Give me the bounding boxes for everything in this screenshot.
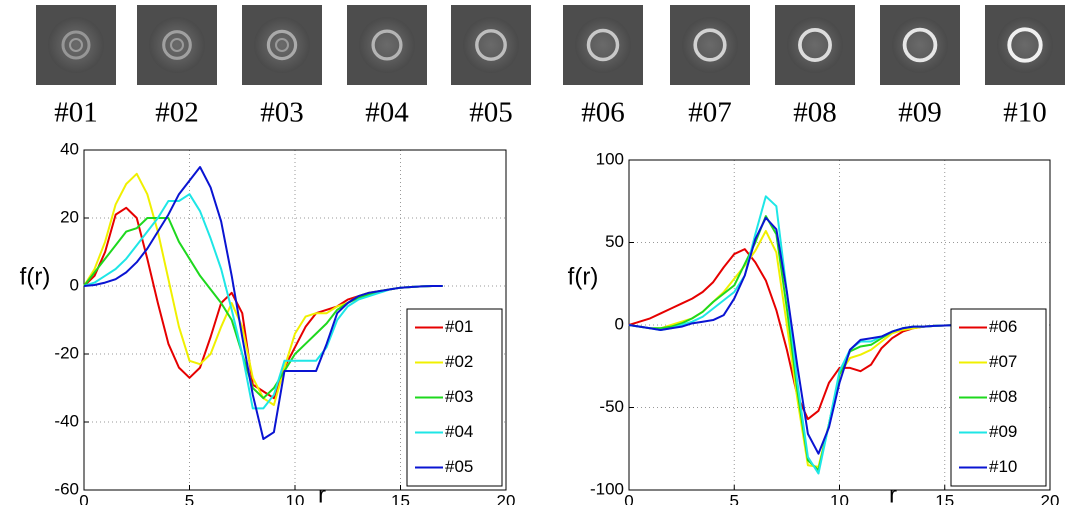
thumbnail-label: #06 <box>581 97 625 129</box>
plot-frame <box>83 149 507 491</box>
x-tick-label: 20 <box>497 491 516 505</box>
thumbnail-label: #07 <box>688 97 732 129</box>
legend-label: #09 <box>989 422 1017 441</box>
x-axis-label: r <box>889 481 897 505</box>
y-tick-label: 50 <box>605 232 624 251</box>
x-tick-label: 10 <box>830 491 849 505</box>
data-line <box>83 166 443 440</box>
legend-label: #08 <box>989 387 1017 406</box>
thumbnail-ring <box>1007 27 1043 63</box>
thumbnail-ring <box>162 30 192 60</box>
data-line <box>83 206 443 400</box>
x-tick-label: 15 <box>935 491 954 505</box>
thumbnail-ring <box>371 29 403 61</box>
y-tick-label: 0 <box>615 314 624 333</box>
thumbnail-halo <box>149 17 205 73</box>
thumbnail-inner <box>275 38 289 52</box>
y-tick-label: -50 <box>599 397 624 416</box>
thumbnail-label: #03 <box>260 97 304 129</box>
thumbnail-halo <box>48 17 104 73</box>
y-tick-label: 100 <box>596 149 624 168</box>
thumbnail-ring <box>266 29 298 61</box>
x-axis-label: r <box>318 481 326 505</box>
y-tick-label: -40 <box>54 411 79 430</box>
thumbnail-label: #04 <box>365 97 409 129</box>
y-axis-label: f(r) <box>568 263 599 290</box>
thumbnail-halo <box>892 17 948 73</box>
x-tick-label: 10 <box>286 491 305 505</box>
thumbnail-halo <box>997 17 1053 73</box>
thumbnail-label: #02 <box>155 97 199 129</box>
data-line <box>83 193 443 410</box>
thumbnail-halo <box>359 17 415 73</box>
thumbnail-halo <box>682 17 738 73</box>
thumbnail-label: #01 <box>54 97 98 129</box>
y-tick-label: -60 <box>54 479 79 498</box>
y-tick-label: -20 <box>54 343 79 362</box>
legend-label: #02 <box>445 352 473 371</box>
thumbnail-ring <box>902 27 938 63</box>
y-tick-label: 20 <box>60 207 79 226</box>
data-line <box>628 215 977 472</box>
y-tick-label: 40 <box>60 139 79 158</box>
thumbnail-label: #09 <box>898 97 942 129</box>
thumbnail-halo <box>575 17 631 73</box>
data-line <box>628 248 977 421</box>
thumbnail-ring <box>61 30 91 60</box>
thumbnail-ring <box>798 28 832 62</box>
legend-label: #06 <box>989 317 1017 336</box>
y-tick-label: 0 <box>70 275 79 294</box>
thumbnail-inner <box>69 38 83 52</box>
x-tick-label: 5 <box>185 491 194 505</box>
x-tick-label: 5 <box>730 491 739 505</box>
y-tick-label: -100 <box>590 479 624 498</box>
legend-label: #01 <box>445 317 473 336</box>
thumbnail-label: #05 <box>469 97 513 129</box>
thumbnail-ring <box>586 28 620 62</box>
x-tick-label: 0 <box>624 491 633 505</box>
x-tick-label: 0 <box>79 491 88 505</box>
y-axis-label: f(r) <box>20 263 51 290</box>
legend-label: #03 <box>445 387 473 406</box>
thumbnail-label: #08 <box>793 97 837 129</box>
legend-label: #05 <box>445 457 473 476</box>
thumbnail-halo <box>463 17 519 73</box>
thumbnail-ring <box>475 29 507 61</box>
legend-label: #10 <box>989 457 1017 476</box>
thumbnail-halo <box>787 17 843 73</box>
thumbnail-ring <box>693 28 727 62</box>
legend-label: #07 <box>989 352 1017 371</box>
data-line <box>628 216 977 455</box>
thumbnail-label: #10 <box>1003 97 1047 129</box>
thumbnail-inner <box>170 38 184 52</box>
x-tick-label: 15 <box>391 491 410 505</box>
thumbnail-halo <box>254 17 310 73</box>
legend-label: #04 <box>445 422 473 441</box>
x-tick-label: 20 <box>1041 491 1060 505</box>
